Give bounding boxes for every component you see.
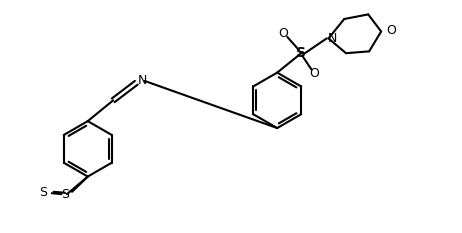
- Text: O: O: [279, 27, 289, 40]
- Text: S: S: [61, 188, 69, 201]
- Text: O: O: [386, 24, 395, 37]
- Text: S: S: [296, 46, 306, 60]
- Text: N: N: [138, 74, 147, 87]
- Text: N: N: [328, 32, 337, 45]
- Text: S: S: [39, 186, 47, 199]
- Text: O: O: [309, 67, 319, 80]
